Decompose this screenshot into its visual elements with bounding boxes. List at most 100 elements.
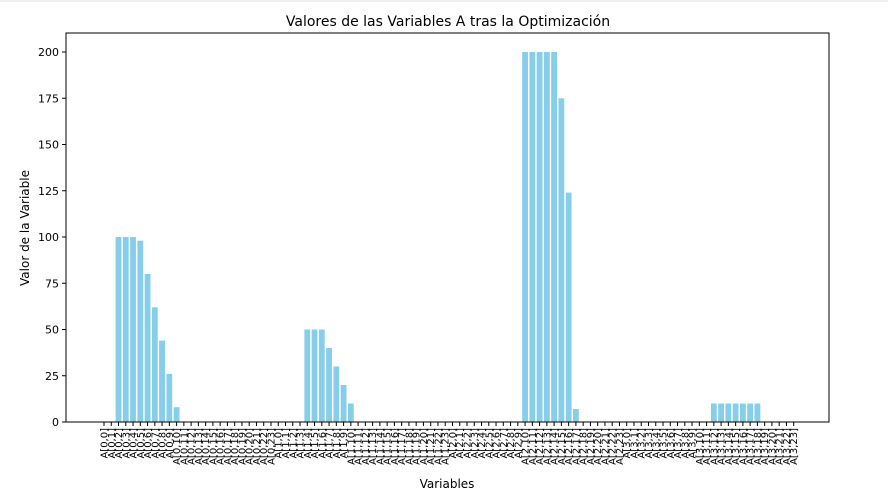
bar-A[2,13]: [543, 52, 550, 422]
x-tick-label: A[0,16]: [216, 428, 227, 465]
x-tick-label: A[0,23]: [266, 428, 277, 465]
chart-title: Valores de las Variables A tras la Optim…: [286, 14, 610, 30]
x-tick-label: A[0,4]: [129, 428, 140, 459]
x-tick-label: A[0,21]: [252, 428, 263, 465]
x-axis: A[0,0]A[0,1]A[0,2]A[0,3]A[0,4]A[0,5]A[0,…: [100, 422, 800, 465]
x-tick-label: A[0,20]: [245, 428, 256, 465]
y-tick-label: 125: [38, 185, 59, 198]
x-axis-label: Variables: [420, 477, 475, 491]
bar-A[3,12]: [710, 403, 717, 422]
x-tick-label: A[1,18]: [404, 428, 415, 465]
x-tick-label: A[1,2]: [288, 428, 299, 459]
x-tick-label: A[1,6]: [317, 428, 328, 459]
x-tick-label: A[1,10]: [346, 428, 357, 465]
x-tick-label: A[1,13]: [368, 428, 379, 465]
x-tick-label: A[0,7]: [150, 428, 161, 459]
bar-A[0,3]: [122, 237, 129, 422]
x-tick-label: A[3,2]: [637, 428, 648, 459]
bar-A[3,15]: [732, 403, 739, 422]
x-tick-label: A[1,21]: [426, 428, 437, 465]
bar-A[1,7]: [326, 348, 332, 422]
x-tick-label: A[0,3]: [121, 428, 132, 459]
y-axis-label: Valor de la Variable: [18, 170, 32, 286]
x-tick-label: A[3,11]: [702, 428, 713, 465]
x-tick-label: A[2,2]: [463, 428, 474, 459]
bar-A[1,5]: [311, 329, 318, 422]
x-tick-label: A[3,18]: [753, 428, 764, 465]
x-tick-label: A[2,13]: [542, 428, 553, 465]
x-tick-label: A[2,17]: [571, 428, 582, 465]
x-tick-label: A[2,4]: [477, 428, 488, 459]
x-tick-label: A[3,23]: [789, 428, 800, 465]
x-tick-label: A[1,15]: [383, 428, 394, 465]
x-tick-label: A[1,8]: [332, 428, 343, 459]
bar-A[3,16]: [739, 403, 746, 422]
x-tick-label: A[2,14]: [550, 428, 561, 465]
x-tick-label: A[2,22]: [608, 428, 619, 465]
x-tick-label: A[2,16]: [564, 428, 575, 465]
x-tick-label: A[0,6]: [143, 428, 154, 459]
x-tick-label: A[3,3]: [644, 428, 655, 459]
x-tick-label: A[1,9]: [339, 428, 350, 459]
y-tick-label: 200: [38, 46, 59, 59]
y-tick-label: 175: [38, 92, 59, 105]
x-tick-label: A[3,12]: [709, 428, 720, 465]
bar-A[2,10]: [522, 52, 528, 422]
x-tick-label: A[3,1]: [629, 428, 640, 459]
x-tick-label: A[1,11]: [354, 428, 365, 465]
x-tick-label: A[2,21]: [600, 428, 611, 465]
y-tick-label: 25: [45, 370, 59, 383]
bar-A[1,9]: [340, 385, 347, 422]
x-tick-label: A[2,20]: [593, 428, 604, 465]
x-tick-label: A[3,22]: [782, 428, 793, 465]
bar-A[2,12]: [536, 52, 543, 422]
x-tick-label: A[2,8]: [506, 428, 517, 459]
bar-A[3,13]: [718, 403, 724, 422]
x-tick-label: A[1,22]: [433, 428, 444, 465]
x-tick-label: A[1,4]: [303, 428, 314, 459]
x-tick-label: A[2,1]: [455, 428, 466, 459]
x-tick-label: A[2,19]: [586, 428, 597, 465]
x-tick-label: A[3,19]: [760, 428, 771, 465]
x-tick-label: A[0,14]: [201, 428, 212, 465]
x-tick-label: A[3,17]: [746, 428, 757, 465]
x-tick-label: A[2,23]: [615, 428, 626, 465]
x-tick-label: A[0,8]: [158, 428, 169, 459]
x-tick-label: A[2,7]: [499, 428, 510, 459]
y-tick-label: 75: [45, 277, 59, 290]
x-tick-label: A[3,7]: [673, 428, 684, 459]
x-tick-label: A[1,17]: [397, 428, 408, 465]
x-tick-label: A[0,11]: [179, 428, 190, 465]
x-tick-label: A[0,5]: [136, 428, 147, 459]
x-tick-label: A[3,16]: [738, 428, 749, 465]
bar-A[2,16]: [565, 192, 572, 422]
x-tick-label: A[0,10]: [172, 428, 183, 465]
top-border: [0, 0, 888, 2]
x-tick-label: A[3,10]: [695, 428, 706, 465]
x-tick-label: A[1,3]: [296, 428, 307, 459]
bars-group: [115, 52, 761, 422]
bar-A[1,6]: [318, 329, 325, 422]
x-tick-label: A[0,1]: [107, 428, 118, 459]
x-tick-label: A[3,0]: [622, 428, 633, 459]
bar-A[2,14]: [551, 52, 558, 422]
bar-A[0,9]: [166, 373, 173, 422]
x-tick-label: A[0,12]: [187, 428, 198, 465]
x-tick-label: A[3,6]: [666, 428, 677, 459]
x-tick-label: A[0,17]: [223, 428, 234, 465]
bar-A[0,6]: [144, 274, 151, 422]
bar-A[0,10]: [173, 407, 180, 422]
x-tick-label: A[0,19]: [237, 428, 248, 465]
x-tick-label: A[0,9]: [165, 428, 176, 459]
x-tick-label: A[1,7]: [325, 428, 336, 459]
x-tick-label: A[1,0]: [274, 428, 285, 459]
bar-A[3,14]: [725, 403, 732, 422]
x-tick-label: A[2,15]: [557, 428, 568, 465]
x-tick-label: A[0,15]: [208, 428, 219, 465]
y-tick-label: 100: [38, 231, 59, 244]
bar-A[3,18]: [754, 403, 761, 422]
x-tick-label: A[1,12]: [361, 428, 372, 465]
x-tick-label: A[2,11]: [528, 428, 539, 465]
bar-A[1,8]: [333, 366, 340, 422]
